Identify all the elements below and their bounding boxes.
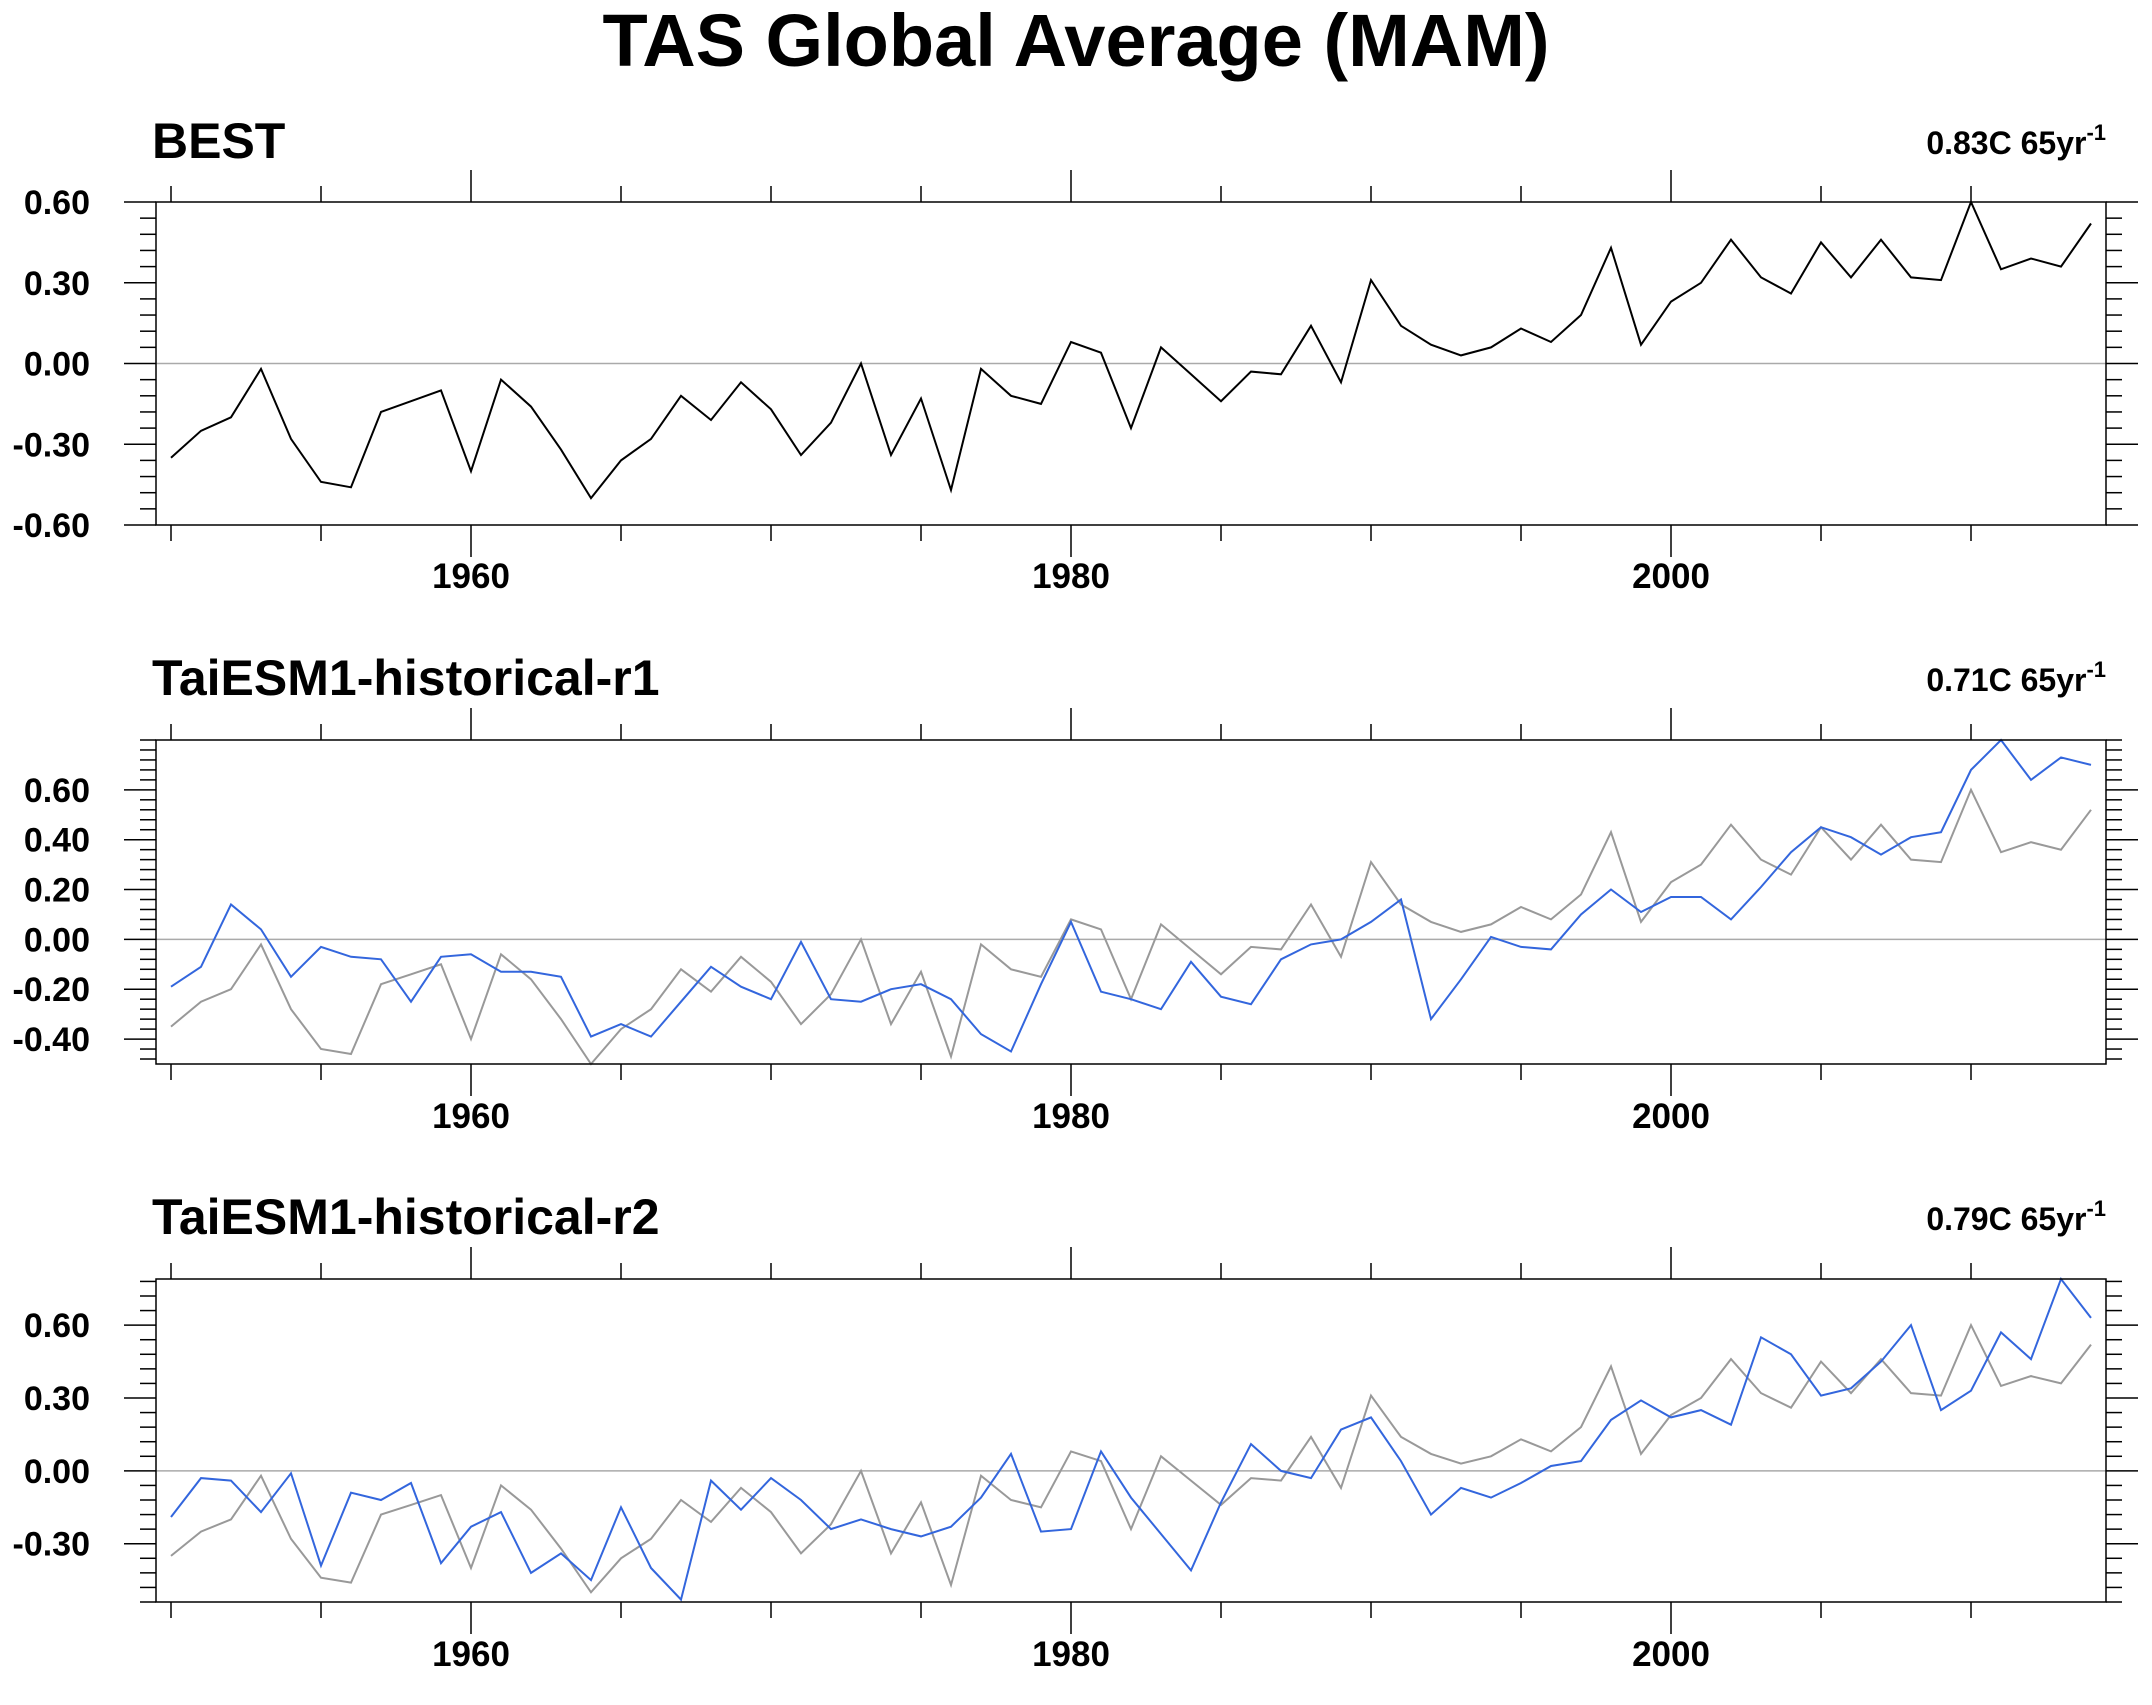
y-tick-label: -0.30 <box>13 426 91 464</box>
x-tick-label: 1980 <box>1032 1097 1110 1136</box>
y-tick-label: 0.60 <box>24 184 90 222</box>
y-tick-label: 0.30 <box>24 265 90 303</box>
x-tick-label: 1960 <box>432 1097 510 1136</box>
page-title: TAS Global Average (MAM) <box>602 0 1550 82</box>
panel-1: BEST 0.83C 65yr-1 1960 1980 2000 0.60 0.30 0.00… <box>13 113 2138 596</box>
x-tick-label: 2000 <box>1632 557 1710 596</box>
y-tick-label: 0.60 <box>24 772 90 810</box>
x-tick-label: 1960 <box>432 557 510 596</box>
y-tick-label: 0.20 <box>24 872 90 910</box>
plot-frame <box>155 201 2107 526</box>
y-tick-label: 0.40 <box>24 822 90 860</box>
x-tick-label: 1980 <box>1032 557 1110 596</box>
panel-3: TaiESM1-historical-r2 0.79C 65yr-1 1960 198… <box>13 1189 2138 1674</box>
plot-frame <box>155 1278 2107 1603</box>
x-tick-label: 1980 <box>1032 1635 1110 1674</box>
series-line-1 <box>170 787 2092 1066</box>
trend-exponent: -1 <box>2086 120 2106 145</box>
trend-label: 0.71C 65yr-1 <box>1926 657 2106 698</box>
trend-value: 0.83C 65yr <box>1926 125 2086 161</box>
y-tick-label: 0.30 <box>24 1380 90 1418</box>
series-line-2 <box>170 738 2092 1053</box>
y-tick-label: -0.30 <box>13 1526 91 1564</box>
y-tick-label: 0.00 <box>24 1453 90 1491</box>
trend-label: 0.79C 65yr-1 <box>1926 1196 2106 1237</box>
y-tick-label: -0.40 <box>13 1021 91 1059</box>
series-line-2 <box>170 1276 2092 1602</box>
trend-value: 0.71C 65yr <box>1926 662 2086 698</box>
panel-title: TaiESM1-historical-r2 <box>152 1189 660 1245</box>
y-tick-label: -0.20 <box>13 971 91 1009</box>
y-tick-label: -0.60 <box>13 507 91 545</box>
series-line-1 <box>170 1322 2092 1594</box>
plot-frame <box>155 739 2107 1065</box>
trend-label: 0.83C 65yr-1 <box>1926 120 2106 161</box>
y-tick-label: 0.60 <box>24 1307 90 1345</box>
y-tick-label: 0.00 <box>24 921 90 959</box>
x-tick-label: 2000 <box>1632 1635 1710 1674</box>
panel-title: BEST <box>152 113 285 169</box>
x-tick-label: 2000 <box>1632 1097 1710 1136</box>
x-tick-label: 1960 <box>432 1635 510 1674</box>
trend-exponent: -1 <box>2086 1196 2106 1221</box>
trend-exponent: -1 <box>2086 657 2106 682</box>
panel-2: TaiESM1-historical-r1 0.71C 65yr-1 1960 198… <box>13 650 2138 1136</box>
trend-value: 0.79C 65yr <box>1926 1201 2086 1237</box>
y-tick-label: 0.00 <box>24 346 90 384</box>
panel-title: TaiESM1-historical-r1 <box>152 650 660 706</box>
series-line-1 <box>170 199 2092 500</box>
